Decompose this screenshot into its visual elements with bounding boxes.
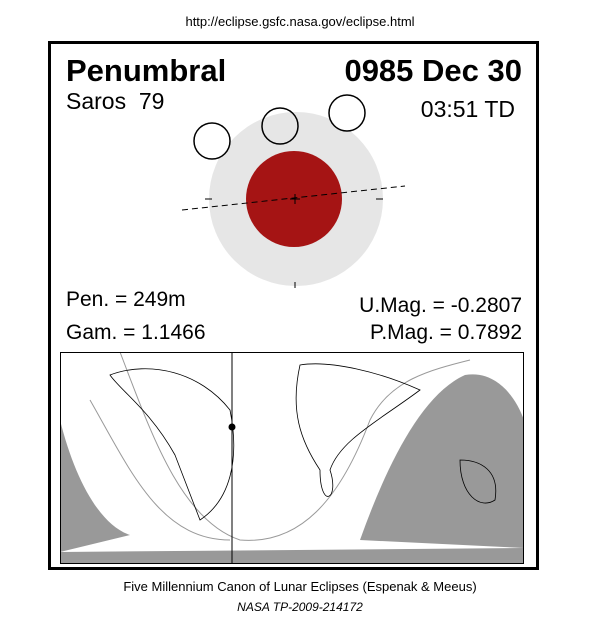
time: 03:51 TD [421, 96, 515, 122]
sublunar-point [228, 423, 236, 431]
moon-path [181, 185, 406, 211]
frame [48, 41, 539, 570]
footer-reference: NASA TP-2009-214172 [237, 600, 363, 614]
pen-duration: Pen. = 249m [66, 288, 186, 311]
eclipse-geometry [181, 94, 406, 288]
eclipse-date: 0985 Dec 30 [344, 53, 522, 88]
night-region [60, 548, 524, 564]
visibility-map [60, 351, 524, 564]
coastlines [109, 363, 497, 521]
moon [261, 107, 299, 145]
umbral-magnitude: U.Mag. = -0.2807 [359, 294, 522, 317]
gamma: Gam. = 1.1466 [66, 321, 206, 344]
penumbral-magnitude: P.Mag. = 0.7892 [370, 321, 522, 344]
saros: Saros 79 [66, 88, 164, 114]
moon [193, 122, 231, 160]
night-region [360, 374, 524, 548]
night-region [60, 420, 130, 552]
map-border [60, 352, 524, 564]
moon [328, 94, 366, 132]
footer-credit: Five Millennium Canon of Lunar Eclipses … [123, 579, 476, 594]
url: http://eclipse.gsfc.nasa.gov/eclipse.htm… [185, 14, 414, 29]
penumbral-contact [89, 399, 231, 541]
eclipse-type: Penumbral [66, 53, 226, 88]
penumbral-contact [119, 351, 471, 541]
